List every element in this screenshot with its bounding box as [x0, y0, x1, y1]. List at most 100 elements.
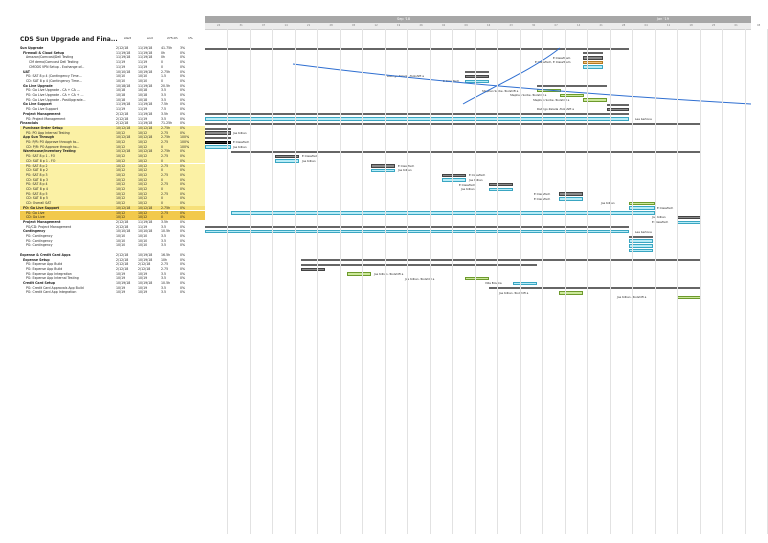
task-row[interactable]: PG: SAT 8 p 4 10/12 10/12 2.75 0% [20, 182, 205, 187]
task-row[interactable]: CD: SAT 8 p 1 - FO 10/12 10/12 0 0% [20, 158, 205, 164]
task-bar[interactable] [442, 173, 466, 177]
summary-bar[interactable] [205, 136, 231, 139]
task-row[interactable]: Warehouse/Inventory Testing 10/12/18 10/12… [20, 149, 205, 155]
task-bar[interactable] [205, 140, 231, 145]
task-row[interactable]: PG: SAT 8 p 1 - FO 10/12 10/12 2.75 0% [20, 154, 205, 159]
task-bar[interactable] [629, 239, 653, 243]
task-row[interactable]: App Sun Through 10/12/18 10/12/18 2.75h 100% [20, 135, 205, 140]
task-row[interactable]: PG: Go Live Upgrade - CA + CA + ... 10/18… [20, 93, 205, 98]
task-bar[interactable] [205, 229, 629, 234]
task-row[interactable]: Sun Upgrade 2/12/18 11/19/18 41.75h 3% [20, 46, 205, 51]
task-bar[interactable] [607, 107, 629, 112]
task-row[interactable]: CD: SAT 8 p 2 10/12 10/12 0 0% [20, 168, 205, 173]
task-bar[interactable] [205, 131, 231, 135]
task-row[interactable]: Go Live Support 11/19/18 11/19/18 7.5h 0% [20, 102, 205, 107]
task-row[interactable]: CD: Go Live 10/12 10/12 0 0% [20, 215, 205, 220]
task-row[interactable]: PG: Expense App Build 2/12/18 2/12/18 2.75 0… [20, 262, 205, 267]
task-row[interactable]: PG: Project Management 2/12/18 11/19 3.5 0% [20, 117, 205, 122]
task-row[interactable]: PG: Go Live Upgrade - PostUpgrade... 10/1… [20, 98, 205, 103]
task-row[interactable]: CD: SAT 8 p 3 10/12 10/12 0 0% [20, 177, 205, 183]
task-row[interactable]: CD: Overall SAT 10/12 10/12 0 0% [20, 201, 205, 206]
task-row[interactable]: CD: SAT 8 p 4 10/12 10/12 0 0% [20, 187, 205, 192]
summary-bar[interactable] [205, 47, 629, 50]
task-bar[interactable] [583, 98, 607, 102]
task-row[interactable]: Expense Setup 2/12/18 10/19/18 10h 0% [20, 258, 205, 263]
task-row[interactable]: CD: P/R: PO Approve through to... 10/12 10… [20, 144, 205, 150]
task-row[interactable]: Amazon/Comcast/Dell Testing 11/19/18 11/19… [20, 55, 205, 60]
summary-bar[interactable] [537, 85, 607, 88]
task-row[interactable]: PG: Expense App Internal Testing 10/19 10/… [20, 276, 205, 281]
task-row[interactable]: PG: SAT 8 p 3 10/12 10/12 2.75 0% [20, 172, 205, 178]
summary-bar[interactable] [231, 151, 701, 153]
task-row[interactable]: PG: SAT 8 p 2 10/12 10/12 2.75 0% [20, 163, 205, 169]
task-bar[interactable] [629, 244, 653, 248]
task-row[interactable]: PG: Go Live Support 11/19 11/19 7.5 0% [20, 107, 205, 112]
task-row[interactable]: Financials 2/12/18 11/19/18 71.25h 0% [20, 121, 205, 126]
task-row[interactable]: PG: P/R: PO Approve through to... 10/12 10… [20, 140, 205, 145]
task-row[interactable]: Project Management 2/12/18 11/19/18 3.5h 0% [20, 112, 205, 117]
task-bar[interactable] [629, 248, 653, 253]
task-bar[interactable] [583, 60, 603, 65]
task-row[interactable]: PG: Contingency 10/10 10/10 3.5 0% [20, 234, 205, 239]
task-row[interactable]: PG: SAT 8 p 4 (Contingency Time... 10/10 1… [20, 74, 205, 79]
task-bar[interactable] [583, 56, 603, 60]
summary-bar[interactable] [629, 235, 653, 238]
task-row[interactable]: PG: Credit Card Approvals App Build 10/19… [20, 286, 205, 291]
col-header-end[interactable]: end [147, 36, 153, 40]
task-bar[interactable] [371, 164, 395, 168]
col-header-work[interactable]: 275.0h [167, 36, 178, 40]
summary-bar[interactable] [489, 287, 701, 290]
summary-bar[interactable] [583, 52, 603, 55]
task-row[interactable]: PG: Expense App Build 2/12/18 2/12/18 2.75 0… [20, 267, 205, 272]
task-row[interactable]: PG: SAT 8 p 5 10/12 10/12 2.75 0% [20, 191, 205, 197]
task-bar[interactable] [465, 74, 489, 79]
task-bar[interactable] [559, 197, 583, 201]
task-row[interactable]: Contingency 10/10/18 10/10/18 10.5h 0% [20, 229, 205, 234]
task-bar[interactable] [559, 192, 583, 196]
task-row[interactable]: PG: Contingency 10/10 10/10 3.5 0% [20, 239, 205, 244]
task-row[interactable]: PG: PO App Internal Testing 10/12 10/12 2.7… [20, 130, 205, 136]
summary-bar[interactable] [205, 122, 701, 125]
task-row[interactable]: Project Management 2/12/18 11/19/18 3.5h 0% [20, 220, 205, 225]
task-bar[interactable] [465, 276, 489, 281]
task-bar[interactable] [442, 178, 466, 182]
task-bar[interactable] [560, 93, 584, 98]
task-row[interactable]: PG: Contingency 10/10 10/10 3.5 0% [20, 243, 205, 248]
task-row[interactable]: PG: Expense App Integration 10/19 10/19 3.5… [20, 272, 205, 277]
task-bar[interactable] [559, 291, 583, 295]
summary-bar[interactable] [301, 259, 701, 262]
task-bar[interactable] [205, 117, 629, 121]
task-row[interactable]: CMODS VPN Setup - Exchange of... 11/19 11/… [20, 65, 205, 70]
task-bar[interactable] [513, 281, 537, 286]
task-bar[interactable] [465, 79, 489, 83]
summary-bar[interactable] [301, 263, 537, 266]
task-row[interactable]: Firewall & Cloud Setup 11/19/18 11/19/18 0h… [20, 51, 205, 56]
task-bar[interactable] [489, 187, 513, 192]
task-row[interactable]: PG/CD: Project Management 2/12/18 11/19 3.5… [20, 225, 205, 230]
task-row[interactable]: PG: Credit Card App Integration 10/19 10/1… [20, 290, 205, 295]
task-bar[interactable] [489, 182, 513, 187]
task-bar[interactable] [205, 145, 231, 149]
task-row[interactable]: Go Live Upgrade 10/18/18 11/19/18 20.5h 0% [20, 84, 205, 89]
task-row[interactable]: CM demo/Comcast Dell Testing 11/19 11/19 0 0… [20, 60, 205, 65]
summary-bar[interactable] [205, 226, 629, 229]
task-row[interactable]: FO: Go Live Support 10/12/18 10/12/18 2.75h… [20, 205, 205, 211]
task-row[interactable]: UAT 10/10/18 10/19/18 2.75h 0% [20, 70, 205, 75]
task-row[interactable]: CD: SAT 8 p 5 10/12 10/12 0 0% [20, 196, 205, 202]
task-row[interactable]: Expense & Credit Card Apps 2/12/18 10/19/1… [20, 253, 205, 258]
task-bar[interactable] [347, 272, 371, 276]
task-row[interactable]: CD: SAT 8 p 4 (Contingency Time... 10/10 1… [20, 79, 205, 84]
summary-bar[interactable] [465, 71, 489, 74]
task-row[interactable]: PG: Go Live Upgrade - CA + CA ... 10/18 10… [20, 88, 205, 93]
task-row[interactable]: Credit Card Setup 10/19/18 10/19/18 10.5h 0% [20, 281, 205, 286]
col-header-start[interactable]: start [124, 36, 131, 40]
summary-bar[interactable] [205, 113, 629, 116]
task-row[interactable]: PG: Go Live 10/12 10/12 2.75 0% [20, 210, 205, 216]
summary-bar[interactable] [205, 127, 231, 130]
task-bar[interactable] [275, 154, 299, 159]
col-header-complete[interactable]: 1% [188, 36, 193, 40]
task-row[interactable]: Purchase Order Setup 10/12/18 10/12/18 2.75… [20, 125, 205, 131]
summary-bar[interactable] [607, 104, 629, 106]
task-bar[interactable] [583, 65, 603, 69]
task-bar[interactable] [371, 168, 395, 173]
